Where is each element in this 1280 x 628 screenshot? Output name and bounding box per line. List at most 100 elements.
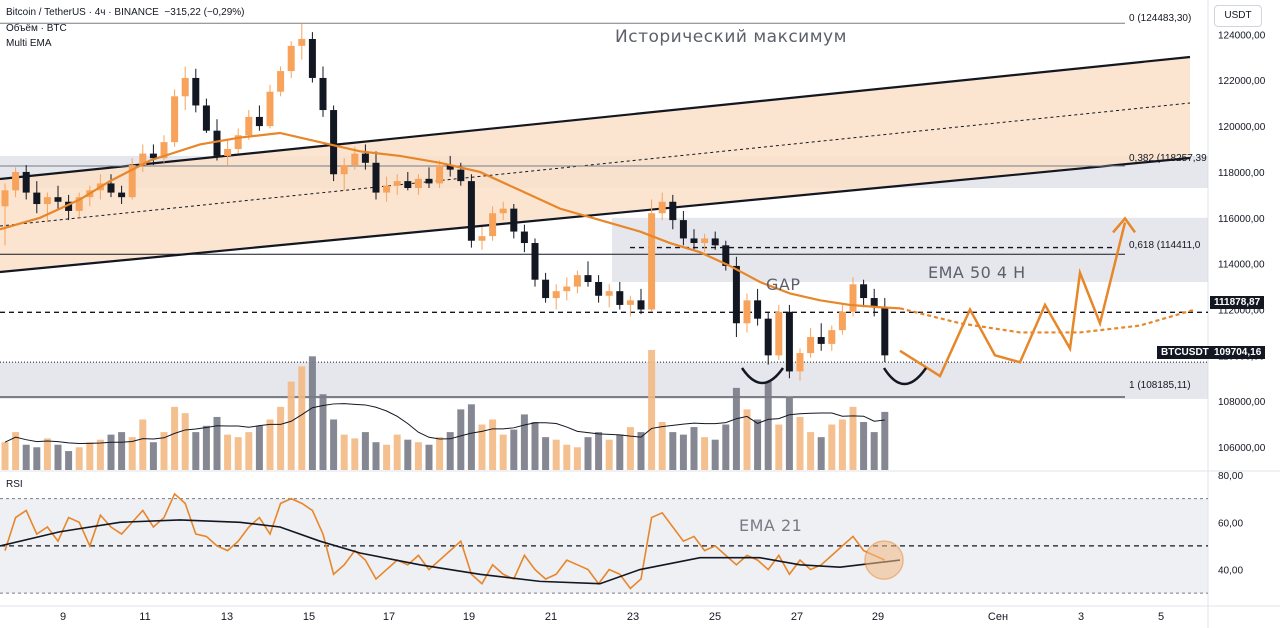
volume-bar: [743, 409, 751, 470]
candle: [595, 275, 603, 303]
candle-body: [616, 291, 624, 305]
volume-bar: [552, 439, 560, 470]
time-tick: 11: [139, 611, 150, 623]
volume-bar: [1, 442, 9, 470]
candle: [298, 23, 306, 60]
price-tick: 122000,00: [1218, 76, 1266, 87]
price-tick: 108000,00: [1218, 397, 1266, 408]
candle: [637, 288, 645, 315]
currency-button[interactable]: USDT: [1214, 5, 1262, 27]
volume-bar: [361, 432, 369, 470]
volume-bar: [467, 404, 475, 470]
candle: [658, 192, 666, 221]
candle-body: [192, 77, 200, 106]
candle: [12, 167, 20, 198]
price-tick: 124000,00: [1218, 30, 1266, 41]
volume-bar: [202, 425, 210, 470]
time-tick: Сен: [988, 611, 1008, 623]
current-symbol-tag: BTCUSDT: [1157, 346, 1213, 359]
volume-bar: [213, 416, 221, 470]
candle-body: [446, 165, 454, 170]
volume-bar: [393, 434, 401, 470]
candle-body: [595, 282, 603, 296]
volume-bar: [584, 437, 592, 470]
candle-body: [467, 181, 475, 241]
volume-bar: [499, 434, 507, 470]
candle: [319, 66, 327, 117]
candle: [679, 210, 687, 246]
price-projection: [899, 222, 1127, 378]
volume-bar: [308, 356, 316, 470]
volume-bar: [648, 350, 656, 470]
volume-bar: [287, 381, 295, 470]
ath-annotation: Исторический максимум: [615, 27, 847, 47]
volume-bar: [722, 424, 730, 470]
volume-bar: [86, 442, 94, 470]
candle-body: [436, 165, 444, 184]
candle: [849, 277, 857, 317]
fib-label-0382: 0,382 (118257,39: [1129, 153, 1207, 164]
time-tick: 9: [60, 611, 66, 623]
time-tick: 19: [463, 611, 475, 623]
candle: [489, 206, 497, 241]
price-tick: 112000,00: [1218, 306, 1265, 317]
candle-body: [277, 71, 285, 92]
candle-body: [722, 245, 730, 266]
fib-label-0618: 0,618 (114411,0: [1129, 240, 1201, 251]
candle-body: [298, 38, 306, 46]
rsi-tick: 80,00: [1218, 471, 1243, 482]
rsi-ema-line: [0, 519, 901, 585]
candle: [383, 176, 391, 202]
volume-bar: [128, 437, 136, 470]
volume-bar: [817, 437, 825, 470]
time-tick: 17: [383, 611, 395, 623]
volume-bar: [255, 425, 263, 470]
candle: [414, 174, 422, 195]
price-tick: 114000,00: [1218, 260, 1265, 271]
candle: [690, 229, 698, 250]
candle-body: [510, 208, 518, 232]
candle: [499, 201, 507, 221]
volume-bar: [330, 419, 338, 470]
candle-body: [828, 330, 836, 344]
candle: [255, 105, 263, 131]
channel-top-line: [0, 55, 1191, 181]
volume-bar: [75, 447, 83, 470]
volume-bar: [510, 429, 518, 470]
candle-body: [785, 311, 793, 372]
rsi-tick: 60,00: [1218, 518, 1243, 529]
channel-midline: [0, 102, 1191, 227]
volume-bar: [277, 406, 285, 470]
candle: [701, 233, 709, 253]
candle: [605, 284, 613, 308]
candle-body: [361, 153, 369, 163]
candle-body: [563, 286, 571, 292]
candle-body: [1, 190, 9, 207]
candle-body: [12, 171, 20, 191]
bottom-arc-2: [882, 367, 928, 386]
volume-bar: [785, 396, 793, 470]
volume-bar: [340, 434, 348, 470]
price-tick: 116000,00: [1218, 214, 1265, 225]
rsi-line: [4, 492, 886, 590]
candle-body: [266, 91, 274, 127]
candle: [340, 158, 348, 191]
time-tick: 15: [303, 611, 315, 623]
candle-body: [520, 231, 528, 244]
candle-body: [754, 300, 762, 319]
candle-body: [870, 298, 878, 308]
candle-body: [796, 353, 804, 372]
volume-bar: [764, 381, 772, 470]
volume-bar: [870, 432, 878, 470]
candle-body: [457, 169, 465, 182]
candle: [33, 181, 41, 214]
volume-bar: [838, 419, 846, 470]
candle: [520, 224, 528, 253]
volume-bar: [563, 444, 571, 470]
candle-body: [817, 337, 825, 344]
candle: [785, 304, 793, 379]
candle-body: [139, 153, 147, 166]
volume-bar: [701, 437, 709, 470]
candle: [22, 165, 30, 200]
